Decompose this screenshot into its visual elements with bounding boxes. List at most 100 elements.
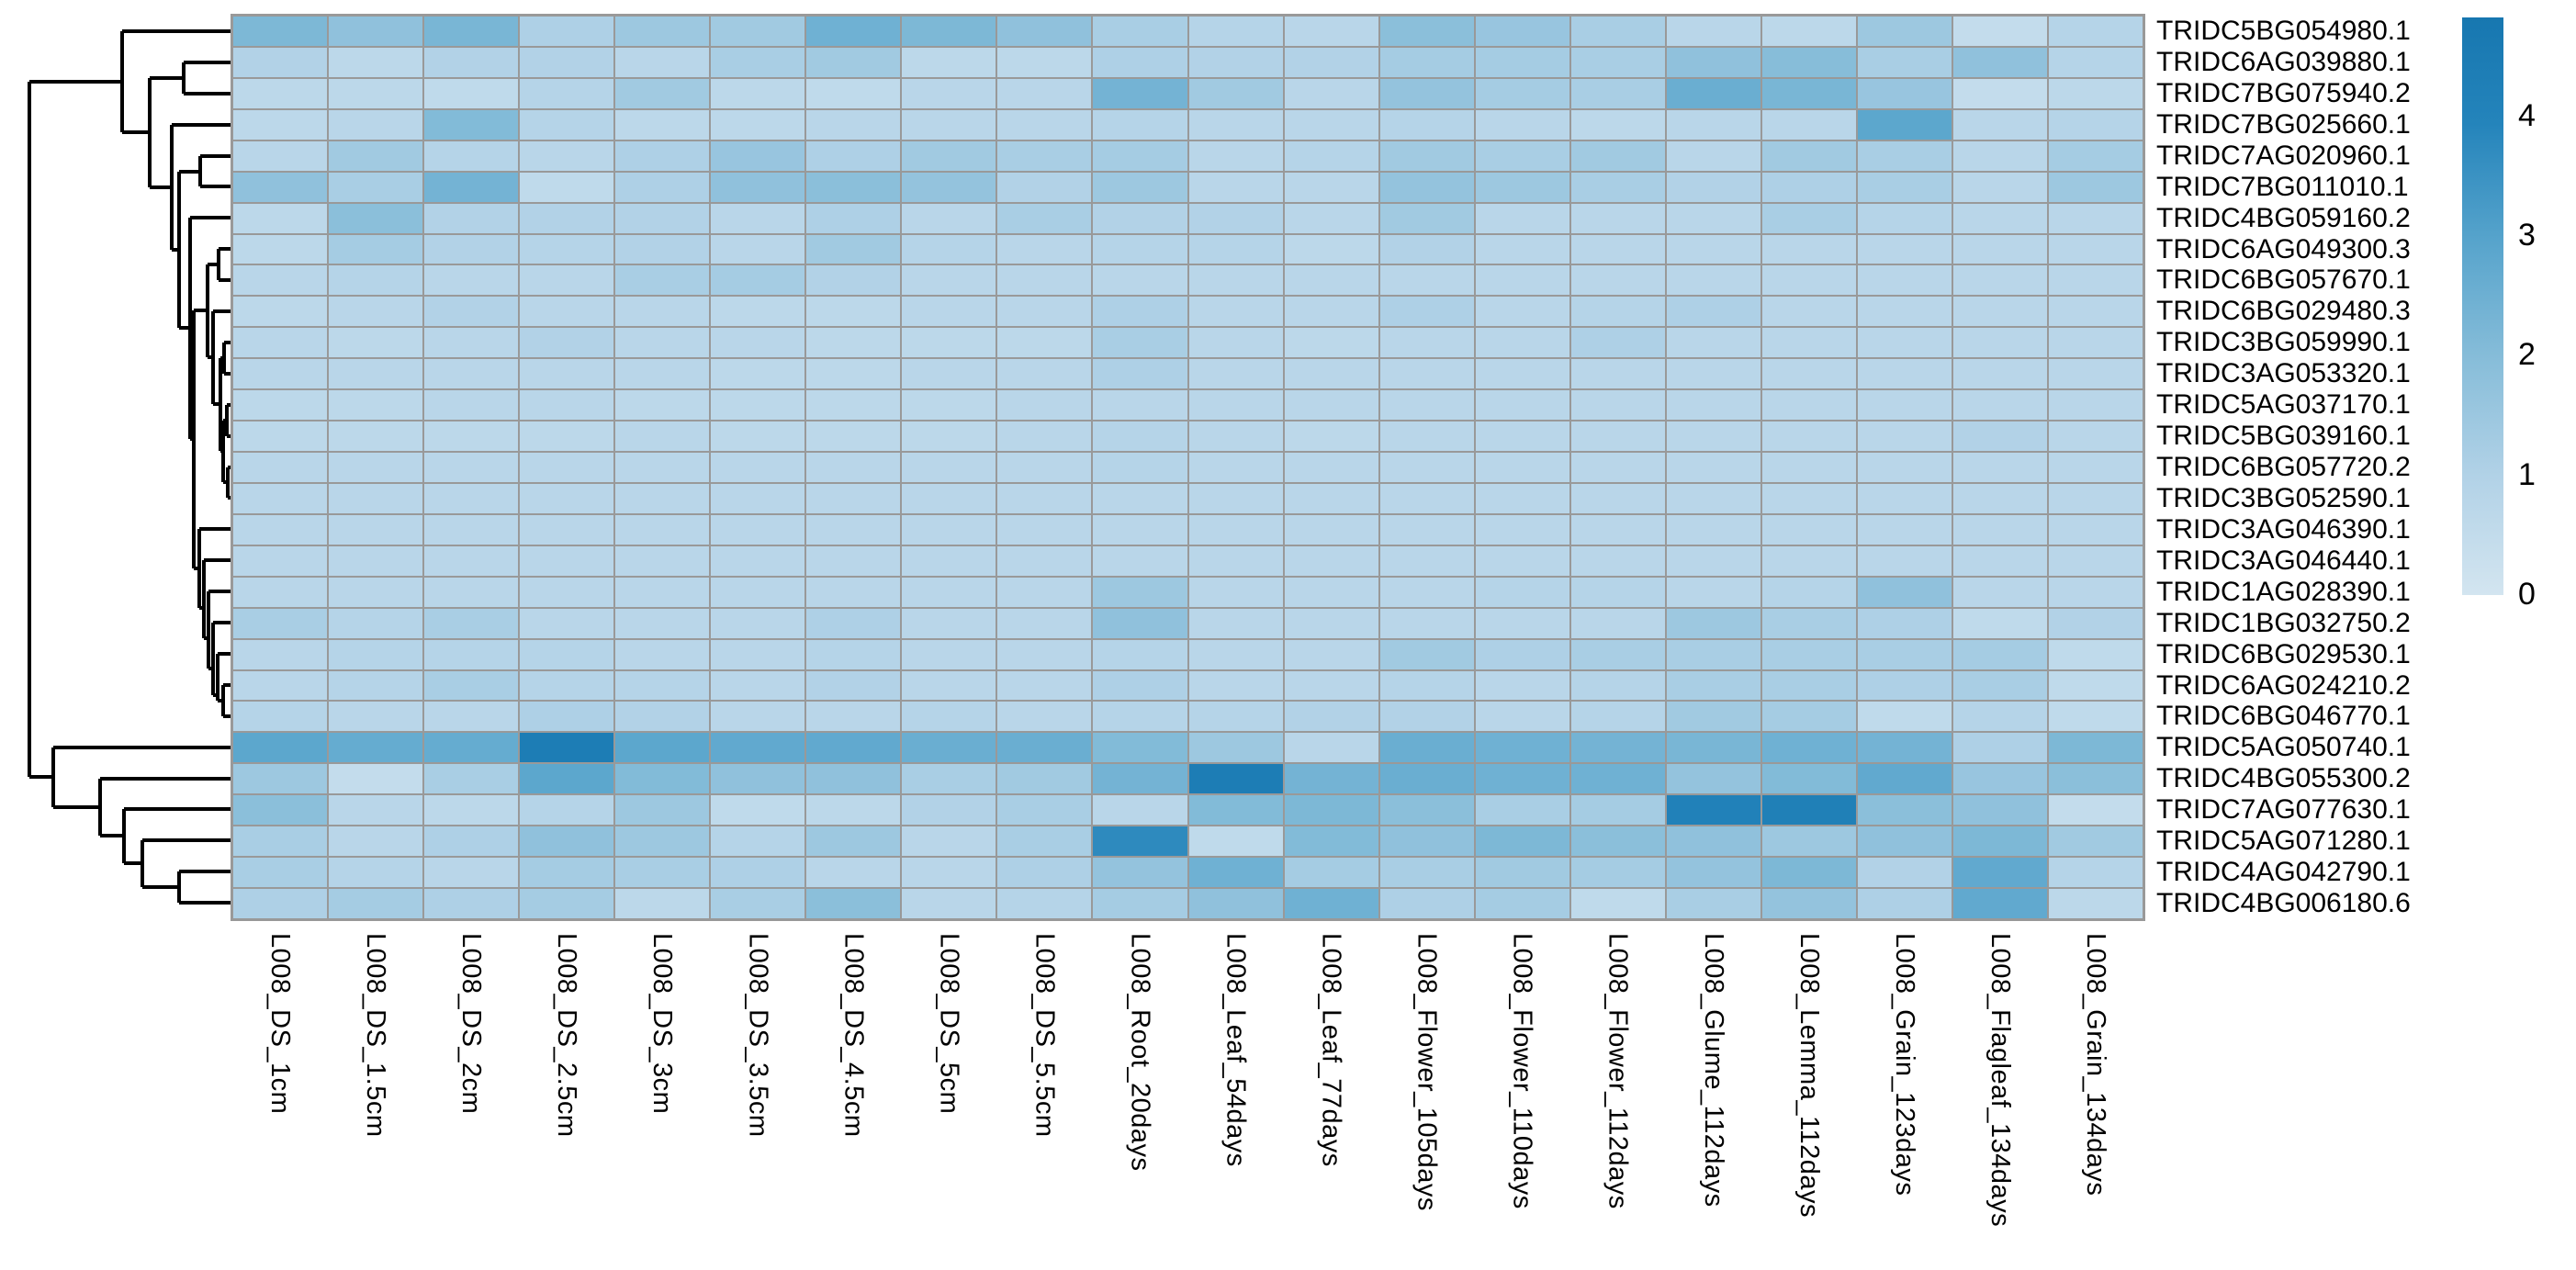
heatmap-cell <box>1760 171 1857 203</box>
heatmap-cell <box>2047 421 2143 453</box>
heatmap-cell <box>2047 545 2143 577</box>
heatmap-cell <box>805 108 902 140</box>
heatmap-cell <box>1378 638 1475 670</box>
column-label: L008_Leaf_54days <box>1221 933 1251 1167</box>
heatmap-cell <box>614 140 711 172</box>
heatmap-cell <box>614 233 711 265</box>
heatmap-cell <box>1474 264 1570 297</box>
heatmap-cell <box>1092 638 1188 670</box>
heatmap-cell <box>710 669 806 702</box>
heatmap-cell <box>328 763 424 795</box>
heatmap-cell <box>1760 669 1857 702</box>
heatmap-cell <box>423 888 520 919</box>
heatmap-cell <box>1378 732 1475 764</box>
heatmap-cell <box>1092 669 1188 702</box>
heatmap-cell <box>1283 545 1379 577</box>
heatmap-cell <box>232 888 329 919</box>
heatmap-cell <box>1760 421 1857 453</box>
heatmap-cell <box>996 327 1093 359</box>
column-label: L008_DS_3.5cm <box>743 933 773 1138</box>
heatmap-cell <box>996 421 1093 453</box>
heatmap-cell <box>1378 16 1475 47</box>
heatmap-cell <box>1474 482 1570 514</box>
heatmap-cell <box>901 202 997 234</box>
heatmap-cell <box>1187 826 1284 858</box>
heatmap-cell <box>996 171 1093 203</box>
heatmap-cell <box>328 732 424 764</box>
heatmap-cell <box>1474 888 1570 919</box>
heatmap-cell <box>1665 732 1761 764</box>
heatmap-cell <box>805 16 902 47</box>
heatmap-cell <box>423 77 520 109</box>
heatmap-cell <box>232 482 329 514</box>
heatmap-cell <box>710 358 806 390</box>
heatmap-cell <box>614 16 711 47</box>
heatmap-cell <box>1665 77 1761 109</box>
heatmap-cell <box>1378 264 1475 297</box>
heatmap-cell <box>1187 857 1284 889</box>
heatmap-cell <box>996 513 1093 545</box>
heatmap-cell <box>519 296 615 328</box>
heatmap-cell <box>1760 732 1857 764</box>
heatmap-cell <box>1760 607 1857 639</box>
colorbar-tick-label: 0 <box>2518 577 2536 612</box>
heatmap-cell <box>1187 421 1284 453</box>
heatmap-cell <box>423 732 520 764</box>
heatmap-cell <box>1092 296 1188 328</box>
heatmap-cell <box>1187 358 1284 390</box>
heatmap-cell <box>1474 202 1570 234</box>
heatmap-cell <box>1760 513 1857 545</box>
heatmap-cell <box>1760 638 1857 670</box>
heatmap-cell <box>1092 732 1188 764</box>
heatmap-cell <box>1283 327 1379 359</box>
heatmap-cell <box>423 826 520 858</box>
heatmap-cell <box>423 452 520 483</box>
heatmap-cell <box>519 358 615 390</box>
heatmap-cell <box>1092 389 1188 421</box>
heatmap-cell <box>1283 421 1379 453</box>
heatmap-cell <box>1187 452 1284 483</box>
heatmap-cell <box>710 46 806 78</box>
heatmap-cell <box>1378 482 1475 514</box>
heatmap-cell <box>614 513 711 545</box>
heatmap-cell <box>328 108 424 140</box>
heatmap-cell <box>423 108 520 140</box>
heatmap-cell <box>1378 513 1475 545</box>
heatmap-cell <box>423 421 520 453</box>
heatmap-cell <box>901 171 997 203</box>
heatmap-cell <box>1856 669 1952 702</box>
heatmap-cell <box>805 576 902 608</box>
heatmap-cell <box>1187 701 1284 733</box>
heatmap-cell <box>1760 794 1857 826</box>
heatmap-cell <box>1856 358 1952 390</box>
heatmap-cell <box>1187 545 1284 577</box>
heatmap-cell <box>2047 701 2143 733</box>
heatmap-cell <box>614 77 711 109</box>
heatmap-cell <box>1569 296 1666 328</box>
heatmap-cell <box>423 46 520 78</box>
heatmap-cell <box>519 888 615 919</box>
heatmap-cell <box>1187 233 1284 265</box>
heatmap-cell <box>423 264 520 297</box>
heatmap-cell <box>2047 108 2143 140</box>
heatmap-cell <box>2047 732 2143 764</box>
heatmap-cell <box>1760 888 1857 919</box>
heatmap-cell <box>423 669 520 702</box>
colorbar <box>2462 17 2503 595</box>
heatmap-cell <box>1283 108 1379 140</box>
heatmap-cell <box>1569 701 1666 733</box>
column-label: L008_Leaf_77days <box>1316 933 1346 1167</box>
heatmap-cell <box>519 16 615 47</box>
heatmap-cell <box>805 140 902 172</box>
heatmap-cell <box>519 607 615 639</box>
heatmap-cell <box>1665 233 1761 265</box>
heatmap-cell <box>710 513 806 545</box>
heatmap-cell <box>1569 763 1666 795</box>
heatmap-cell <box>519 701 615 733</box>
heatmap-cell <box>1665 826 1761 858</box>
heatmap-cell <box>1092 513 1188 545</box>
heatmap-cell <box>1760 202 1857 234</box>
heatmap-cell <box>996 140 1093 172</box>
heatmap-cell <box>1952 46 2048 78</box>
heatmap-cell <box>1952 701 2048 733</box>
